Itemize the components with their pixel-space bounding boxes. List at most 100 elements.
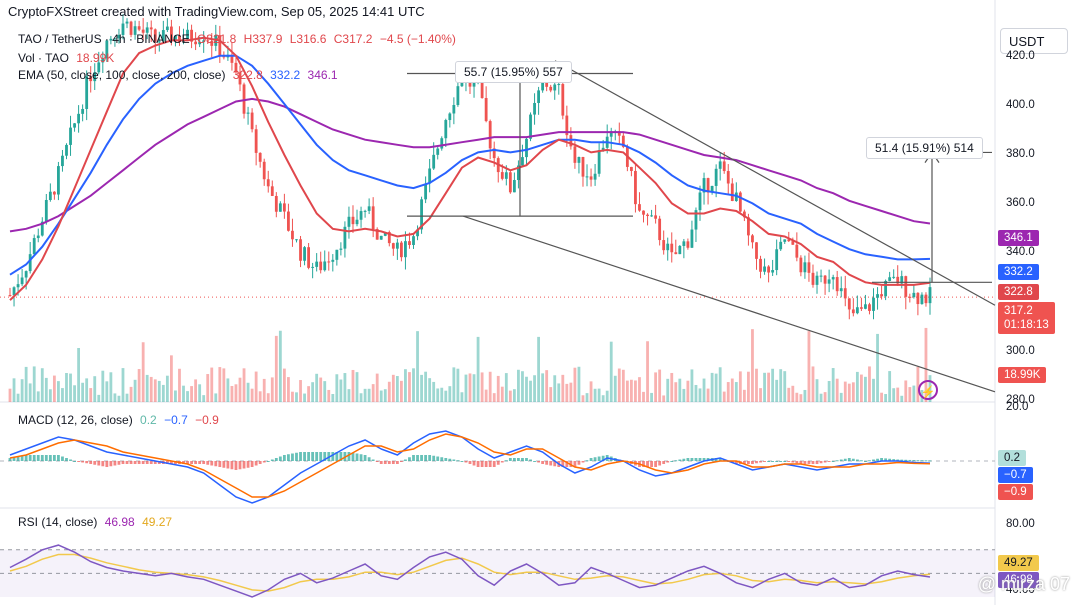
- macd-histogram-bar: [537, 461, 541, 463]
- volume-bar: [767, 372, 771, 402]
- candle-body: [97, 62, 101, 73]
- candle-body: [428, 168, 432, 184]
- macd-histogram-bar: [218, 461, 222, 467]
- macd-histogram-bar: [319, 452, 323, 461]
- volume-bar: [872, 378, 875, 402]
- candle-body: [319, 261, 323, 271]
- macd-histogram-bar: [597, 456, 601, 461]
- volume-bar: [274, 335, 278, 402]
- volume-bar: [682, 388, 686, 402]
- macd-histogram-bar: [488, 461, 492, 467]
- macd-histogram-bar: [698, 458, 702, 461]
- volume-bar: [726, 382, 730, 402]
- macd-histogram-bar: [448, 458, 452, 461]
- macd-hist-value: 0.2: [140, 413, 157, 427]
- macd-histogram-bar: [512, 458, 516, 461]
- macd-histogram-bar: [8, 458, 12, 461]
- candle-body: [702, 178, 706, 193]
- macd-hist-badge: 0.2: [998, 450, 1026, 466]
- volume-bar: [525, 376, 528, 402]
- macd-histogram-bar: [186, 461, 189, 464]
- macd-histogram-bar: [791, 461, 795, 463]
- macd-histogram-bar: [843, 458, 847, 461]
- macd-histogram-bar: [851, 458, 855, 461]
- candle-body: [525, 138, 528, 158]
- macd-histogram-bar: [747, 461, 750, 464]
- candle-body: [480, 81, 484, 99]
- macd-histogram-bar: [436, 456, 440, 461]
- candle-body: [399, 242, 403, 258]
- candle-body: [742, 211, 746, 218]
- volume-bar: [634, 380, 637, 402]
- candle-body: [24, 271, 28, 278]
- macd-histogram-bar: [884, 458, 888, 461]
- measure-label-upper[interactable]: 55.7 (15.95%) 557: [455, 61, 572, 83]
- ema100-line: [9, 54, 931, 276]
- candle-body: [343, 226, 347, 249]
- volume-bar: [52, 375, 56, 402]
- macd-histogram-bar: [601, 455, 605, 461]
- macd-histogram-bar: [468, 461, 472, 464]
- candle-body: [412, 236, 415, 245]
- price-tick: 300.0: [1006, 345, 1035, 357]
- volume-bar: [113, 393, 117, 402]
- candle-body: [714, 168, 718, 186]
- volume-bar: [391, 374, 395, 402]
- macd-histogram-bar: [674, 460, 678, 462]
- macd-histogram-bar: [287, 454, 290, 461]
- macd-histogram-bar: [278, 456, 282, 461]
- ohlc-close: C317.2: [333, 32, 373, 46]
- volume-bar: [440, 387, 444, 402]
- candle-body: [642, 210, 645, 215]
- rsi-badge: 46.98: [998, 572, 1039, 588]
- measure-label-target[interactable]: 51.4 (15.91%) 514: [866, 137, 983, 159]
- candle-body: [843, 288, 847, 299]
- candle-body: [912, 292, 916, 298]
- candle-body: [759, 258, 762, 272]
- macd-histogram-bar: [924, 460, 928, 462]
- volume-bar: [174, 390, 177, 402]
- macd-histogram-bar: [666, 461, 670, 463]
- volume-bar: [347, 389, 351, 402]
- macd-histogram-bar: [452, 459, 456, 461]
- macd-histogram-bar: [89, 461, 93, 464]
- macd-histogram-bar: [859, 460, 863, 462]
- candle-body: [73, 123, 76, 128]
- lightning-icon[interactable]: ⚡: [918, 380, 938, 400]
- candle-body: [278, 203, 282, 212]
- macd-histogram-bar: [44, 455, 48, 461]
- volume-bar: [488, 371, 492, 402]
- rsi-ma-badge: 49.27: [998, 555, 1039, 571]
- candle-body: [751, 235, 754, 243]
- macd-histogram-bar: [545, 461, 549, 465]
- volume-bar: [625, 380, 629, 402]
- macd-histogram-bar: [77, 461, 81, 462]
- price-tick: 400.0: [1006, 99, 1035, 111]
- candle-body: [359, 211, 363, 220]
- candle-body: [202, 40, 206, 43]
- macd-histogram-bar: [815, 461, 819, 464]
- volume-bar: [371, 384, 375, 402]
- volume-bar: [323, 381, 327, 402]
- macd-histogram-bar: [581, 461, 585, 463]
- macd-histogram-bar: [771, 461, 775, 462]
- candle-body: [722, 161, 726, 172]
- candle-body: [347, 216, 351, 227]
- currency-button[interactable]: USDT: [1000, 28, 1068, 54]
- candle-body: [916, 292, 920, 305]
- volume-bar: [416, 331, 419, 402]
- candle-body: [198, 42, 202, 45]
- volume-bar: [629, 379, 633, 402]
- candle-body: [795, 244, 799, 258]
- macd-histogram-bar: [650, 461, 653, 467]
- candle-body: [601, 147, 605, 151]
- price-tick: 380.0: [1006, 148, 1035, 160]
- macd-histogram-bar: [262, 461, 266, 463]
- volume-bar: [117, 395, 121, 402]
- candle-body: [101, 58, 105, 63]
- candle-body: [174, 35, 177, 42]
- macd-histogram-bar: [226, 461, 230, 469]
- ema200-line: [9, 97, 931, 233]
- candle-body: [436, 148, 440, 155]
- volume-bar: [646, 341, 649, 402]
